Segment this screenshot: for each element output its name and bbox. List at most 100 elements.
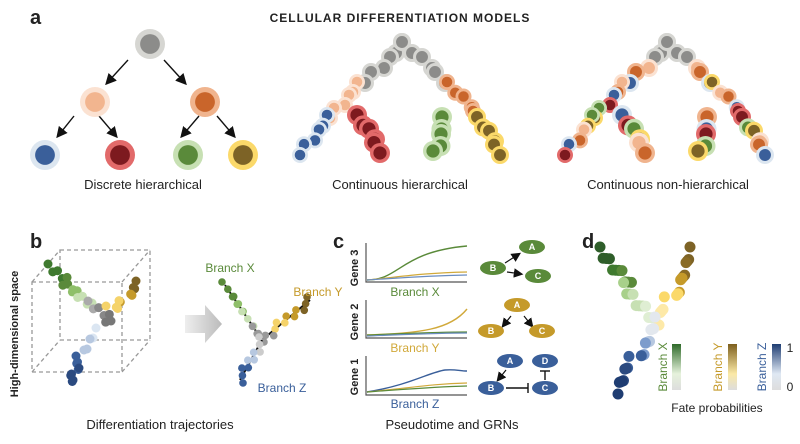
fate-point	[658, 291, 670, 303]
cell-nucleus	[178, 145, 198, 165]
data-point	[83, 296, 93, 306]
cell-nucleus	[586, 109, 598, 121]
data-point	[101, 301, 111, 311]
model-label-continuous: Continuous hierarchical	[332, 177, 468, 192]
cell-nucleus	[35, 145, 55, 165]
data-point	[250, 355, 259, 364]
cell-nucleus	[140, 34, 160, 54]
grn-node-c: C	[542, 383, 549, 393]
grn-x: A B C	[480, 240, 551, 283]
data-point	[255, 340, 264, 349]
arrow-icon	[185, 305, 222, 343]
fate-point	[635, 350, 647, 362]
cell-nucleus	[339, 99, 351, 111]
cell-nucleus	[298, 138, 310, 150]
fate-point	[616, 265, 628, 277]
fate-point	[645, 324, 657, 336]
cell-nucleus	[378, 62, 390, 74]
grn-z: A D B C	[478, 354, 558, 395]
model-label-discrete: Discrete hierarchical	[84, 177, 202, 192]
fate-point	[613, 376, 625, 388]
data-point	[239, 379, 247, 387]
data-point	[79, 345, 89, 355]
fate-point	[627, 288, 639, 300]
high-dimensional-space-label: High-dimensional space	[9, 271, 21, 398]
branch-z-label: Branch Z	[391, 397, 440, 411]
cell-nucleus	[706, 76, 718, 88]
cell-nucleus	[691, 144, 705, 158]
cell-nucleus	[643, 62, 655, 74]
data-point	[53, 266, 63, 276]
branch-x-label: Branch X	[390, 285, 439, 299]
data-point	[218, 278, 226, 286]
panel-c-letter: c	[333, 231, 344, 253]
data-point	[256, 348, 264, 356]
data-point	[68, 375, 78, 385]
cell-nucleus	[396, 36, 408, 48]
cell-nucleus	[294, 149, 306, 161]
cell-groups	[30, 29, 774, 170]
cell-nucleus	[416, 51, 428, 63]
grn-node-b: B	[488, 383, 495, 393]
cell-nucleus	[373, 146, 387, 160]
branch-z-label: Branch Z	[258, 381, 307, 395]
cell-nucleus	[321, 109, 333, 121]
cell-nucleus	[309, 135, 321, 146]
cell-nucleus	[604, 99, 616, 111]
fate-point	[623, 350, 635, 362]
fate-point	[619, 363, 631, 375]
caption-c: Pseudotime and GRNs	[386, 417, 519, 432]
panel-a-letter: a	[30, 7, 42, 29]
data-point	[106, 316, 116, 326]
data-point	[248, 322, 257, 331]
cell-nucleus	[110, 145, 130, 165]
data-point	[261, 331, 270, 340]
gene-plot-1: Gene 1 Branch Z	[349, 356, 468, 411]
cell-nucleus	[681, 51, 693, 63]
branch-y-label: Branch Y	[293, 285, 342, 299]
data-point	[243, 356, 252, 365]
colorbar-z	[772, 344, 781, 390]
fate-point	[612, 388, 624, 400]
cell-nucleus	[638, 146, 652, 160]
grn-node-a: A	[514, 300, 521, 310]
fate-point	[649, 311, 661, 323]
data-point	[233, 300, 242, 308]
cell-nucleus	[85, 92, 105, 112]
data-point	[126, 289, 136, 299]
caption-b: Differentiation trajectories	[86, 417, 234, 432]
data-point	[271, 325, 279, 333]
panel-b-letter: b	[30, 231, 42, 253]
fate-point	[684, 241, 696, 253]
grn-node-a: A	[529, 242, 536, 252]
cell-nucleus	[441, 76, 453, 88]
cell-nucleus	[429, 66, 441, 78]
data-point	[238, 307, 246, 316]
data-point	[238, 371, 247, 380]
cell-nucleus	[458, 91, 469, 102]
fate-point	[603, 253, 615, 265]
cell-nucleus	[195, 92, 215, 112]
grn-node-d: D	[542, 356, 549, 366]
fate-point	[680, 257, 692, 269]
fate-point	[594, 241, 606, 253]
data-point	[290, 312, 299, 321]
cell-nucleus	[426, 144, 440, 158]
scale-max: 1	[787, 341, 794, 355]
model-label-non-hierarchical: Continuous non-hierarchical	[587, 177, 749, 192]
grn-y: A B C	[478, 298, 555, 338]
gene-plot-3: Gene 3 Branch X	[349, 243, 468, 299]
cell-nucleus	[578, 124, 590, 135]
data-point	[300, 306, 309, 315]
fate-point	[618, 277, 630, 289]
colorbar-y	[728, 344, 737, 390]
gene-plot-2: Gene 2 Branch Y	[349, 300, 468, 355]
data-point	[281, 319, 289, 327]
cell-nucleus	[723, 91, 734, 102]
colorbar-x	[672, 344, 681, 390]
data-point	[272, 318, 281, 327]
data-point	[269, 331, 278, 340]
data-point	[238, 364, 246, 372]
data-point	[292, 306, 300, 314]
